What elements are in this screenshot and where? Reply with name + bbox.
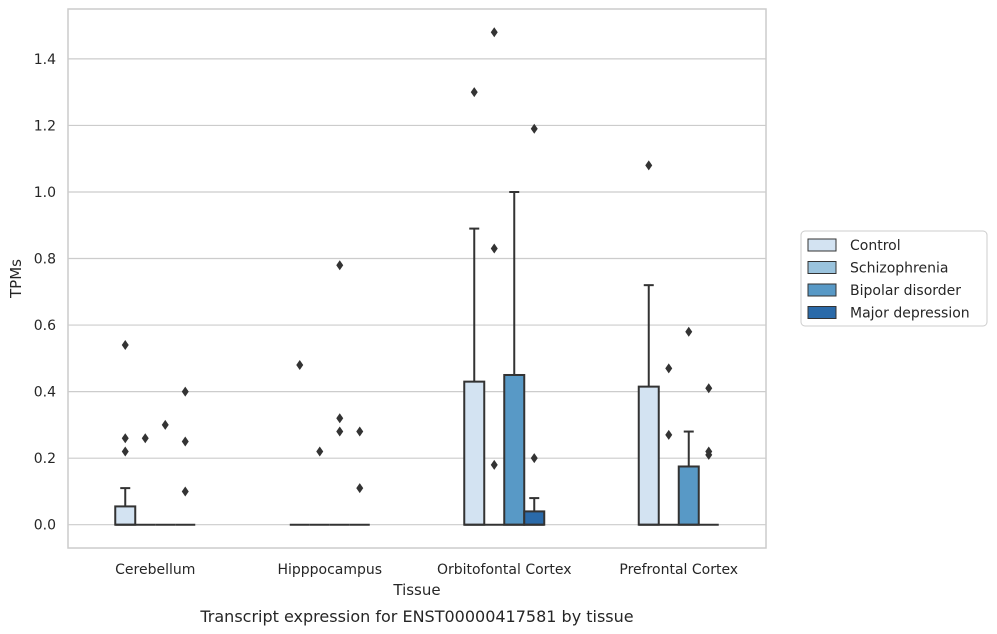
box-series: [114, 190, 719, 526]
x-tick-label: Hipppocampus: [277, 562, 382, 578]
legend-item: Control: [807, 238, 901, 254]
outlier-point: [336, 426, 344, 437]
outlier-point: [665, 429, 673, 440]
outlier-point: [316, 446, 324, 457]
legend-swatch: [807, 261, 837, 274]
y-tick-label: 0.8: [34, 252, 56, 268]
outlier-point: [296, 360, 304, 371]
legend-frame: [800, 230, 988, 327]
box-control: [114, 487, 137, 526]
legend: Control Schizophrenia Bipolar disorder Majo…: [800, 230, 988, 327]
legend-label: Bipolar disorder: [850, 283, 961, 299]
y-tick-label: 0.4: [34, 385, 56, 401]
legend-swatch: [807, 238, 837, 252]
box-body: [503, 373, 526, 526]
box-body: [677, 465, 700, 526]
chart-caption: Transcript expression for ENST0000041758…: [199, 607, 633, 626]
legend-item: Major depression: [807, 306, 970, 322]
outlier-point: [705, 446, 713, 457]
gridlines: [68, 58, 766, 526]
y-tick-label: 0.6: [34, 318, 56, 334]
legend-label: Schizophrenia: [850, 261, 948, 277]
outlier-point: [356, 426, 364, 437]
x-axis-label: Tissue: [392, 581, 440, 599]
y-tick-label: 0.0: [34, 518, 56, 534]
outlier-point: [685, 326, 693, 337]
legend-swatch: [807, 283, 837, 297]
y-tick-label: 0.2: [34, 451, 56, 467]
outlier-point: [705, 383, 713, 394]
box-bipolar-disorder: [503, 190, 526, 526]
legend-label: Control: [850, 238, 901, 254]
box-control: [463, 227, 486, 526]
legend-label: Major depression: [850, 306, 970, 322]
box-body: [523, 510, 546, 526]
outlier-point: [181, 386, 189, 397]
y-tick-label: 1.4: [34, 52, 56, 68]
legend-item: Bipolar disorder: [807, 283, 961, 299]
outlier-points: [121, 27, 713, 497]
y-axis-label: TPMs: [7, 259, 25, 299]
outlier-point: [121, 433, 129, 444]
box-body: [637, 385, 660, 526]
y-tick-label: 1.2: [34, 118, 56, 134]
x-tick-label: Cerebellum: [115, 562, 195, 578]
outlier-point: [490, 27, 498, 38]
outlier-point: [530, 123, 538, 134]
legend-item: Schizophrenia: [807, 261, 948, 277]
outlier-point: [665, 363, 673, 374]
x-tick-label: Prefrontal Cortex: [619, 562, 738, 578]
box-major-depression: [523, 497, 546, 526]
outlier-point: [645, 160, 653, 171]
outlier-point: [336, 413, 344, 424]
outlier-point: [141, 433, 149, 444]
outlier-point: [356, 483, 364, 494]
outlier-point: [470, 87, 478, 98]
x-tick-label: Orbitofontal Cortex: [437, 562, 572, 578]
box-bipolar-disorder: [677, 430, 700, 526]
outlier-point: [490, 459, 498, 470]
box-control: [637, 284, 660, 526]
box-body: [463, 380, 486, 526]
y-tick-label: 1.0: [34, 185, 56, 201]
y-tick-labels: 0.0 0.2 0.4 0.6 0.8 1.0 1.2 1.4: [34, 52, 56, 534]
plot-frame: [67, 8, 767, 549]
outlier-point: [336, 260, 344, 271]
outlier-point: [490, 243, 498, 254]
outlier-point: [121, 340, 129, 351]
outlier-point: [161, 419, 169, 430]
outlier-point: [181, 436, 189, 447]
x-tick-labels: Cerebellum Hipppocampus Orbitofontal Corte…: [115, 562, 738, 578]
outlier-point: [121, 446, 129, 457]
legend-swatch: [807, 306, 837, 319]
box-body: [114, 505, 137, 526]
outlier-point: [530, 453, 538, 464]
outlier-point: [181, 486, 189, 497]
